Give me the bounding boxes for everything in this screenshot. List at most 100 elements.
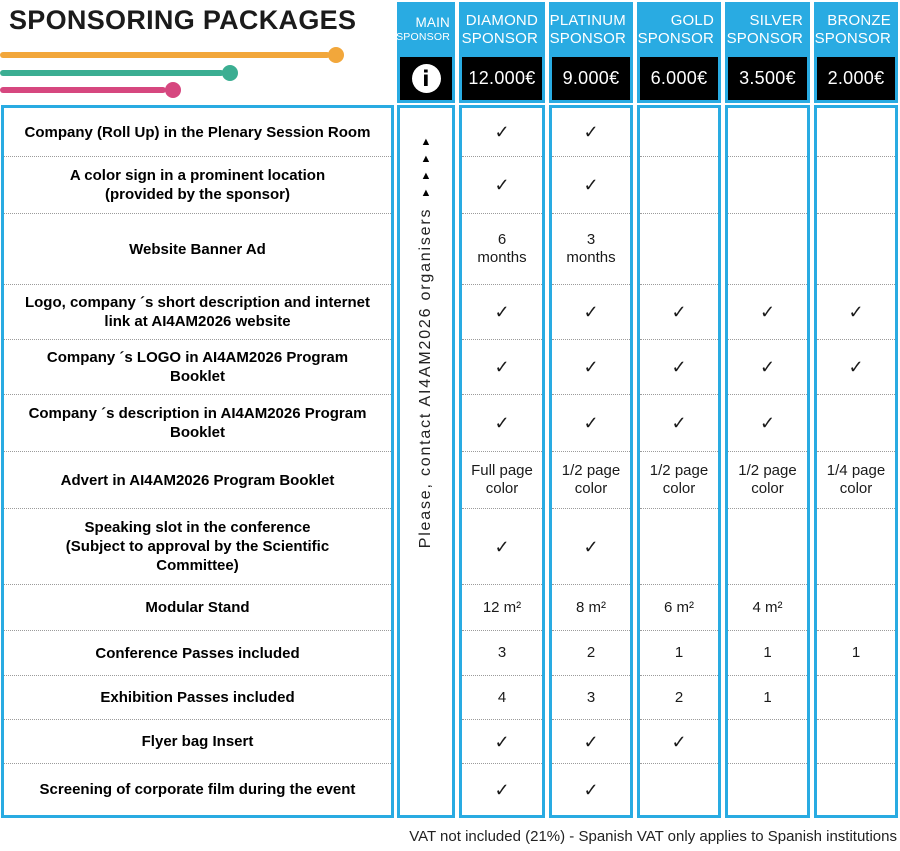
value-cell: ✓ — [462, 395, 542, 452]
value-cell — [640, 108, 718, 157]
value-cell: 4 — [462, 676, 542, 720]
price-cell-main: i — [400, 57, 452, 100]
values-column-platinum: ✓ ✓ 3 months ✓ ✓ ✓ 1/2 page color ✓ 8 m² 2 3 ✓ ✓ — [549, 105, 633, 818]
header-silver-sponsor: SILVER SPONSOR 3.500€ — [725, 2, 810, 103]
value-cell — [817, 509, 895, 585]
value-cell: 3 — [552, 676, 630, 720]
value-cell: ✓ — [552, 509, 630, 585]
header-line2: SPONSOR — [814, 29, 891, 47]
value-cell: ✓ — [640, 340, 718, 395]
header-line2: SPONSOR — [396, 31, 450, 43]
value-cell: ✓ — [552, 340, 630, 395]
header-line2: SPONSOR — [637, 29, 714, 47]
value-cell: 1/2 page color — [728, 452, 807, 509]
main-sponsor-column: ▲ ▲ ▲ ▲ Please, contact AI4AM2026 organi… — [397, 105, 455, 818]
header-label: GOLD SPONSOR — [637, 2, 721, 57]
decor-line-teal — [0, 70, 224, 76]
value-cell: 1/4 page color — [817, 452, 895, 509]
values-column-bronze: ✓ ✓ 1/4 page color 1 — [814, 105, 898, 818]
header-line2: SPONSOR — [726, 29, 803, 47]
values-column-silver: ✓ ✓ ✓ 1/2 page color 4 m² 1 1 — [725, 105, 810, 818]
value-cell: 3 months — [552, 214, 630, 285]
value-cell — [640, 764, 718, 815]
value-cell: 1/2 page color — [640, 452, 718, 509]
value-cell: 2 — [552, 631, 630, 676]
header-line2: SPONSOR — [461, 29, 538, 47]
value-cell: ✓ — [494, 779, 510, 800]
value-cell — [728, 214, 807, 285]
header-gold-sponsor: GOLD SPONSOR 6.000€ — [637, 2, 721, 103]
header-label: SILVER SPONSOR — [725, 2, 810, 57]
value-cell: 2 — [640, 676, 718, 720]
header-label: MAIN SPONSOR — [396, 2, 455, 57]
value-cell: ✓ — [462, 509, 542, 585]
values-column-gold: ✓ ✓ ✓ 1/2 page color 6 m² 1 2 ✓ — [637, 105, 721, 818]
header-main-sponsor: MAIN SPONSOR i — [396, 2, 455, 103]
value-cell: ✓ — [552, 108, 630, 157]
value-cell — [728, 108, 807, 157]
price-cell-diamond: 12.000€ — [462, 57, 542, 100]
header-line1: MAIN — [415, 15, 450, 30]
value-cell — [728, 720, 807, 764]
header-platinum-sponsor: PLATINUM SPONSOR 9.000€ — [549, 2, 633, 103]
value-cell: ✓ — [728, 285, 807, 340]
feature-label: Flyer bag Insert — [4, 720, 391, 764]
feature-label: Screening of corporate film during the e… — [39, 781, 356, 798]
feature-label: Advert in AI4AM2026 Program Booklet — [4, 452, 391, 509]
feature-column: Company (Roll Up) in the Plenary Session… — [1, 105, 394, 818]
value-cell: 12 m² — [462, 585, 542, 631]
value-cell: ✓ — [462, 285, 542, 340]
vat-note: VAT not included (21%) - Spanish VAT onl… — [409, 828, 897, 845]
value-cell: ✓ — [552, 285, 630, 340]
price-cell-silver: 3.500€ — [728, 57, 807, 100]
value-cell: ✓ — [728, 395, 807, 452]
value-cell: 6 m² — [640, 585, 718, 631]
decor-dot-pink — [165, 82, 181, 98]
value-cell: 3 — [462, 631, 542, 676]
value-cell: ✓ — [728, 340, 807, 395]
header-bronze-sponsor: BRONZE SPONSOR 2.000€ — [814, 2, 898, 103]
value-cell — [640, 509, 718, 585]
value-cell: 1 — [728, 676, 807, 720]
price-cell-gold: 6.000€ — [640, 57, 718, 100]
value-cell — [640, 157, 718, 214]
feature-label: Logo, company ´s short description and i… — [4, 285, 391, 340]
value-cell: ✓ — [462, 340, 542, 395]
page-title: SPONSORING PACKAGES — [9, 5, 357, 35]
value-cell: ✓ — [462, 157, 542, 214]
decor-dot-teal — [222, 65, 238, 81]
value-cell: 1 — [817, 631, 895, 676]
feature-label: Company ´s description in AI4AM2026 Prog… — [4, 395, 391, 452]
header-line1: SILVER — [749, 11, 803, 29]
value-cell: ✓ — [817, 285, 895, 340]
value-cell: ✓ — [552, 395, 630, 452]
value-cell — [728, 509, 807, 585]
value-cell: ✓ — [462, 108, 542, 157]
header-line1: PLATINUM — [549, 11, 626, 29]
up-triangles-icon: ▲ ▲ ▲ ▲ — [420, 136, 432, 199]
value-cell: ✓ — [640, 395, 718, 452]
value-cell: 6 months — [462, 214, 542, 285]
value-cell: ✓ — [462, 720, 542, 764]
feature-label: Website Banner Ad — [4, 214, 391, 285]
feature-label: Company (Roll Up) in the Plenary Session… — [4, 108, 391, 157]
header-label: PLATINUM SPONSOR — [549, 2, 633, 57]
value-cell — [728, 764, 807, 815]
value-cell — [728, 157, 807, 214]
feature-label: Company ´s LOGO in AI4AM2026 Program Boo… — [4, 340, 391, 395]
price-cell-bronze: 2.000€ — [817, 57, 895, 100]
value-cell: ✓ — [583, 779, 599, 800]
header-line1: DIAMOND — [465, 11, 538, 29]
header-label: DIAMOND SPONSOR — [459, 2, 545, 57]
header-line1: GOLD — [670, 11, 714, 29]
value-cell — [817, 764, 895, 815]
header-diamond-sponsor: DIAMOND SPONSOR 12.000€ — [459, 2, 545, 103]
header-label: BRONZE SPONSOR — [814, 2, 898, 57]
value-cell — [817, 395, 895, 452]
value-cell: Full page color — [462, 452, 542, 509]
decor-line-pink — [0, 87, 166, 93]
header-line1: BRONZE — [827, 11, 891, 29]
feature-label: Speaking slot in the conference (Subject… — [4, 509, 391, 585]
decor-dot-yellow — [328, 47, 344, 63]
